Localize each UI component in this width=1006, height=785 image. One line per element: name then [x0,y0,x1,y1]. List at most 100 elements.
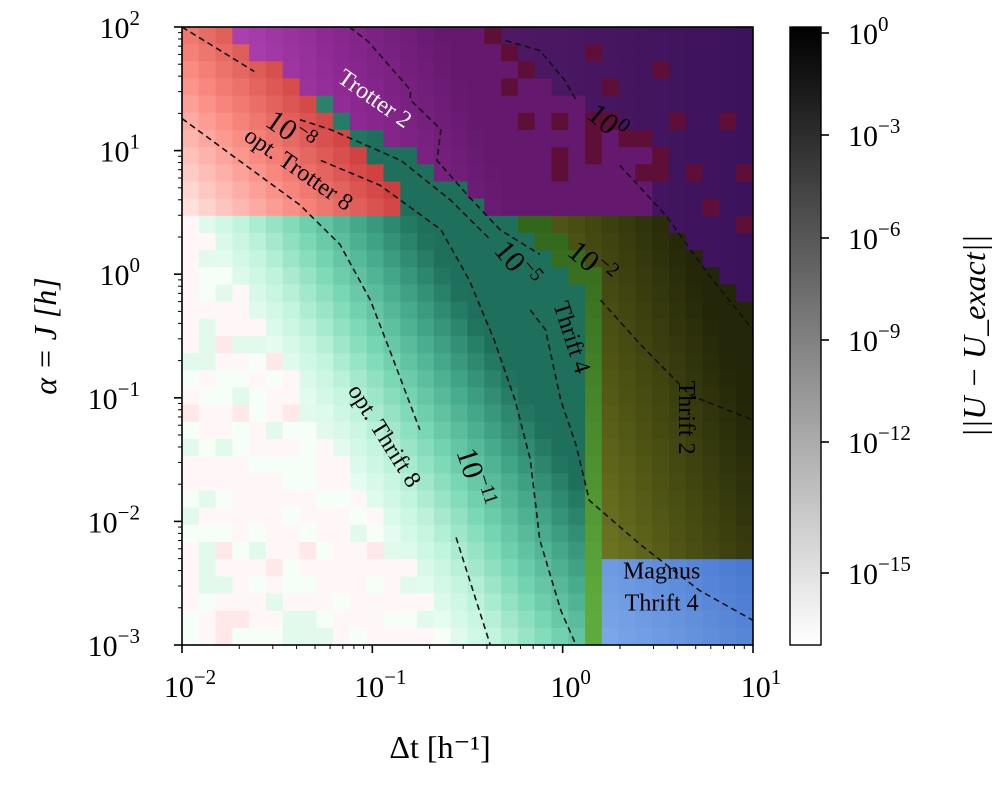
heatmap-cell [299,267,317,286]
region-label: Thrift 2 [673,381,699,455]
heatmap-cell [618,542,637,560]
heatmap-cell [585,456,603,474]
heatmap-cell [198,421,217,440]
heatmap-cell [601,507,620,526]
tick-label: 10−6 [848,217,900,256]
heatmap-cell [316,301,334,320]
heatmap-cell [702,473,721,492]
heatmap-cell [517,61,536,80]
heatmap-cell [417,456,435,474]
heatmap-cell [484,318,502,337]
heatmap-cell [618,404,637,423]
contour-line [349,27,541,256]
heatmap-cell [417,387,435,406]
heatmap-cell [652,507,670,526]
heatmap-cell [685,473,704,492]
heatmap-cell [585,507,603,526]
heatmap-cell [299,318,317,337]
heatmap-cell [265,473,284,492]
heatmap-cell [232,301,250,320]
heatmap-cell [182,490,200,509]
heatmap-cell [182,610,200,629]
heatmap-cell [232,576,250,595]
heatmap-cell [601,353,620,371]
heatmap-cell [517,456,536,474]
heatmap-cell [618,130,637,148]
heatmap-cell [182,593,200,612]
heatmap-cell [316,542,334,560]
heatmap-cell [265,250,284,268]
heatmap-cell [198,301,217,320]
heatmap-cell [652,198,670,217]
heatmap-cell [182,336,200,354]
heatmap-cell [669,336,687,354]
heatmap-cell [417,559,435,577]
tick-label: 102 [100,6,141,45]
heatmap-cell [568,542,586,560]
heatmap-cell [417,181,435,200]
heatmap-cell [316,456,334,474]
heatmap-cell [534,181,553,200]
heatmap-cell [517,593,536,612]
heatmap-cell [618,610,637,629]
heatmap-cell [702,27,721,45]
heatmap-cell [669,404,687,423]
heatmap-cell [585,318,603,337]
heatmap-cell [215,250,233,268]
heatmap-cell [669,318,687,337]
heatmap-cell [198,524,217,543]
heatmap-cell [635,215,653,234]
heatmap-cell [366,336,385,354]
heatmap-cell [585,524,603,543]
heatmap-cell [601,27,620,45]
heatmap-cell [400,164,418,183]
heatmap-cell [685,284,704,303]
heatmap-cell [685,61,704,80]
heatmap-cell [349,318,368,337]
heatmap-cell [282,267,301,286]
heatmap-cell [551,473,569,492]
heatmap-cell [551,301,569,320]
heatmap-cell [517,181,536,200]
heatmap-cell [433,61,452,80]
heatmap-cell [585,130,603,148]
heatmap-cell [198,456,217,474]
heatmap-cell [433,456,452,474]
heatmap-cell [601,593,620,612]
heatmap-cell [719,250,737,268]
heatmap-cell [333,473,351,492]
heatmap-cell [383,456,401,474]
heatmap-cell [484,404,502,423]
heatmap-cell [249,267,267,286]
heatmap-cell [719,44,737,62]
heatmap-cell [618,284,637,303]
heatmap-cell [333,130,351,148]
heatmap-cell [282,27,301,45]
heatmap-cell [433,95,452,114]
heatmap-cell [534,147,553,165]
heatmap-cell [249,370,267,389]
heatmap-cell [635,421,653,440]
heatmap-cell [702,198,721,217]
heatmap-cell [652,250,670,268]
heatmap-cell [534,198,553,217]
heatmap-cell [618,421,637,440]
heatmap-cell [467,112,485,131]
heatmap-cell [316,284,334,303]
heatmap-cell [467,130,485,148]
heatmap-cell [652,421,670,440]
heatmap-cell [198,215,217,234]
heatmap-cell [366,473,385,492]
heatmap-cell [534,301,553,320]
heatmap-cell [551,439,569,457]
heatmap-cell [215,610,233,629]
heatmap-cell [265,130,284,148]
heatmap-cell [366,267,385,286]
heatmap-cell [316,336,334,354]
heatmap-cell [417,233,435,251]
heatmap-cell [316,95,334,114]
heatmap-cell [635,507,653,526]
heatmap-cell [249,421,267,440]
heatmap-cell [316,507,334,526]
heatmap-cell [517,215,536,234]
